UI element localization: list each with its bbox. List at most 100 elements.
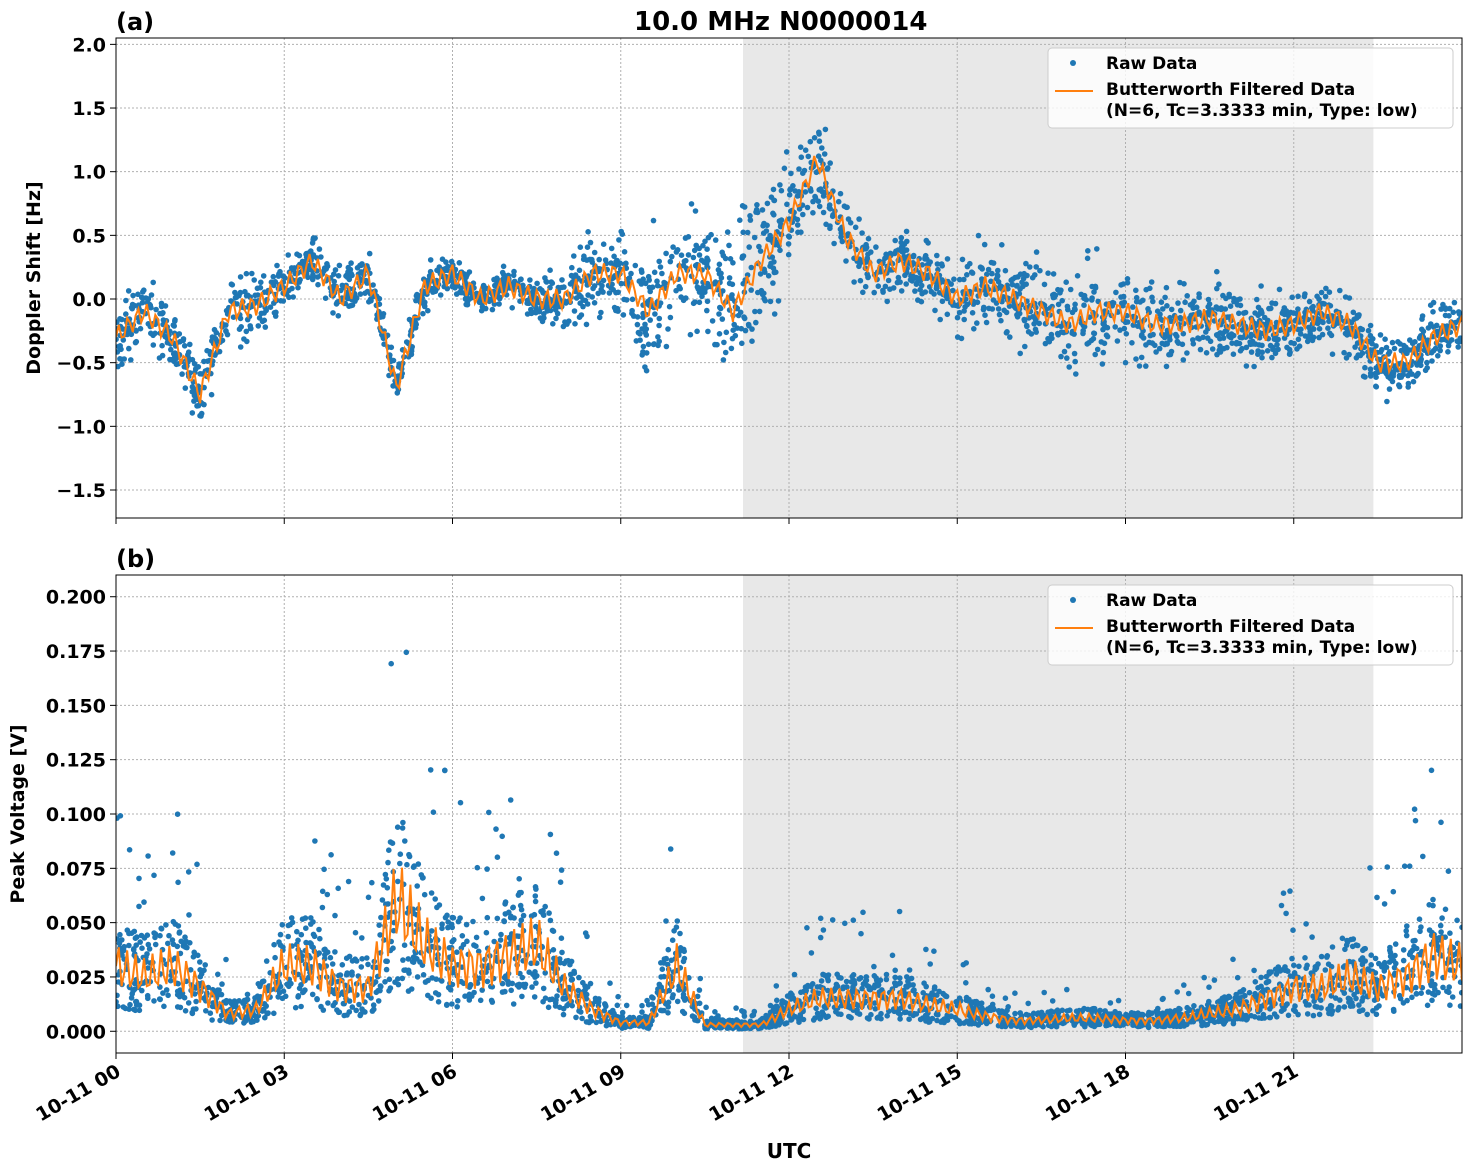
- raw-data-point: [762, 298, 768, 304]
- raw-data-point: [1085, 1007, 1091, 1013]
- raw-data-point: [217, 1018, 223, 1024]
- raw-data-point: [1399, 374, 1405, 380]
- raw-data-point: [601, 241, 607, 247]
- raw-data-point: [998, 318, 1004, 324]
- raw-data-point: [1129, 340, 1135, 346]
- raw-data-point: [348, 271, 354, 277]
- raw-data-point: [1252, 310, 1258, 316]
- raw-data-point: [244, 339, 250, 345]
- raw-data-point: [1296, 337, 1302, 343]
- raw-data-point: [388, 839, 394, 845]
- raw-data-point: [596, 999, 602, 1005]
- raw-data-point: [705, 329, 711, 335]
- raw-data-point: [1354, 355, 1360, 361]
- raw-data-point: [704, 255, 710, 261]
- raw-data-point: [249, 271, 255, 277]
- raw-data-point: [383, 958, 389, 964]
- raw-data-point: [463, 302, 469, 308]
- raw-data-point: [630, 297, 636, 303]
- raw-data-point: [480, 896, 486, 902]
- raw-data-point: [164, 987, 170, 993]
- raw-data-point: [495, 854, 501, 860]
- raw-data-point: [1143, 342, 1149, 348]
- raw-data-point: [1425, 1003, 1431, 1009]
- y-tick-label: 0.5: [72, 225, 106, 247]
- raw-data-point: [904, 239, 910, 245]
- raw-data-point: [615, 994, 621, 1000]
- raw-data-point: [583, 930, 589, 936]
- raw-data-point: [1438, 929, 1444, 935]
- raw-data-point: [923, 984, 929, 990]
- raw-data-point: [350, 302, 356, 308]
- raw-data-point: [1275, 337, 1281, 343]
- raw-data-point: [1025, 1001, 1031, 1007]
- raw-data-point: [858, 931, 864, 937]
- raw-data-point: [1164, 285, 1170, 291]
- raw-data-point: [478, 998, 484, 1004]
- raw-data-point: [293, 1005, 299, 1011]
- raw-data-point: [1051, 271, 1057, 277]
- raw-data-point: [157, 933, 163, 939]
- raw-data-point: [984, 320, 990, 326]
- raw-data-point: [592, 300, 598, 306]
- raw-data-point: [737, 217, 743, 223]
- raw-data-point: [1258, 975, 1264, 981]
- raw-data-point: [324, 261, 330, 267]
- raw-data-point: [892, 968, 898, 974]
- raw-data-point: [559, 935, 565, 941]
- raw-data-point: [871, 290, 877, 296]
- raw-data-point: [1269, 355, 1275, 361]
- raw-data-point: [1160, 996, 1166, 1002]
- raw-data-point: [860, 910, 866, 916]
- raw-data-point: [739, 326, 745, 332]
- raw-data-point: [186, 349, 192, 355]
- raw-data-point: [454, 949, 460, 955]
- raw-data-point: [819, 145, 825, 151]
- raw-data-point: [891, 285, 897, 291]
- raw-data-point: [130, 302, 136, 308]
- raw-data-point: [817, 204, 823, 210]
- raw-data-point: [658, 264, 664, 270]
- raw-data-point: [1134, 299, 1140, 305]
- raw-data-point: [194, 862, 200, 868]
- raw-data-point: [644, 332, 650, 338]
- raw-data-point: [490, 307, 496, 313]
- raw-data-point: [686, 252, 692, 258]
- raw-data-point: [533, 893, 539, 899]
- raw-data-point: [1325, 325, 1331, 331]
- raw-data-point: [1259, 350, 1265, 356]
- raw-data-point: [1045, 270, 1051, 276]
- raw-data-point: [123, 298, 129, 304]
- raw-data-point: [844, 205, 850, 211]
- raw-data-point: [353, 1008, 359, 1014]
- raw-data-point: [1001, 308, 1007, 314]
- raw-data-point: [117, 316, 123, 322]
- raw-data-point: [502, 975, 508, 981]
- raw-data-point: [1261, 1012, 1267, 1018]
- y-tick-label: −0.5: [56, 353, 106, 375]
- raw-data-point: [1182, 300, 1188, 306]
- raw-data-point: [1287, 350, 1293, 356]
- raw-data-point: [451, 937, 457, 943]
- raw-data-point: [897, 975, 903, 981]
- raw-data-point: [1022, 344, 1028, 350]
- raw-data-point: [1413, 985, 1419, 991]
- raw-data-point: [677, 931, 683, 937]
- raw-data-point: [838, 226, 844, 232]
- raw-data-point: [884, 977, 890, 983]
- raw-data-point: [404, 862, 410, 868]
- raw-data-point: [860, 290, 866, 296]
- raw-data-point: [1089, 297, 1095, 303]
- raw-data-point: [145, 853, 151, 859]
- raw-data-point: [788, 171, 794, 177]
- raw-data-point: [1041, 990, 1047, 996]
- raw-data-point: [1388, 376, 1394, 382]
- raw-data-point: [183, 385, 189, 391]
- raw-data-point: [197, 959, 203, 965]
- raw-data-point: [347, 954, 353, 960]
- raw-data-point: [808, 139, 814, 145]
- raw-data-point: [1433, 346, 1439, 352]
- raw-data-point: [1057, 290, 1063, 296]
- raw-data-point: [695, 284, 701, 290]
- raw-data-point: [904, 229, 910, 235]
